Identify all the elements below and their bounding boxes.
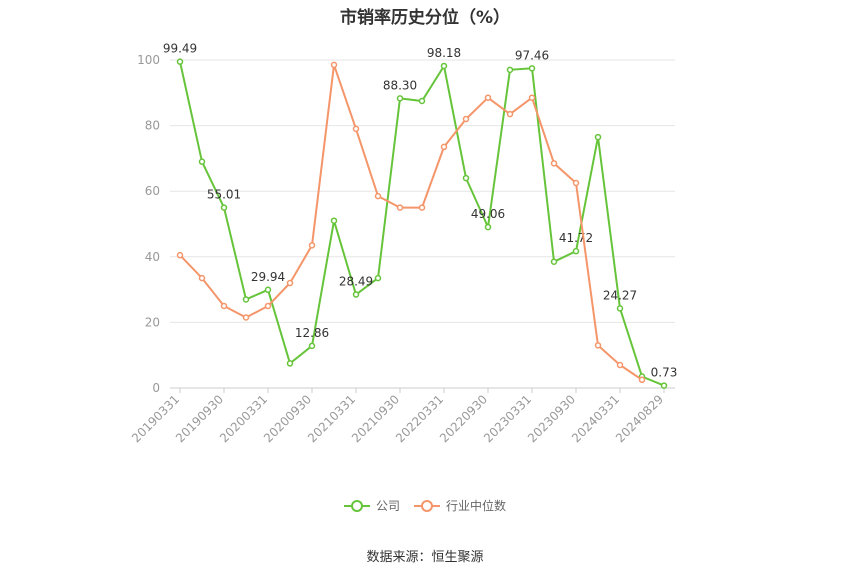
data-point-company: [308, 342, 316, 350]
data-point-company: [550, 258, 558, 265]
data-label: 12.86: [295, 326, 329, 340]
data-point-industry: [308, 242, 316, 249]
data-point-company: [264, 286, 272, 294]
data-point-industry: [572, 179, 580, 187]
data-point-company: [242, 296, 250, 303]
data-point-company: [594, 133, 602, 141]
data-point-industry: [220, 302, 228, 310]
data-label: 29.94: [251, 270, 285, 284]
legend-swatch-industry: [414, 499, 440, 513]
data-point-company: [616, 305, 624, 312]
data-point-industry: [528, 94, 536, 101]
y-tick-label: 100: [137, 53, 160, 67]
x-tick-label: 20240829: [613, 392, 666, 445]
data-point-industry: [374, 192, 382, 200]
y-tick-label: 80: [145, 119, 160, 133]
data-point-company: [220, 204, 228, 211]
line-chart: 0204060801002019033120190930202003312020…: [129, 42, 678, 446]
data-point-industry: [286, 279, 294, 287]
data-point-industry: [440, 143, 448, 151]
chart-title: 市销率历史分位（%）: [339, 8, 511, 28]
series-line-company: [179, 61, 665, 387]
data-point-industry: [484, 94, 492, 101]
data-point-company: [352, 291, 360, 298]
data-point-company: [462, 174, 470, 182]
series-line-industry: [179, 64, 643, 381]
data-label: 41.72: [559, 231, 593, 245]
data-label: 28.49: [339, 275, 373, 289]
data-label: 24.27: [603, 288, 637, 302]
data-point-industry: [418, 204, 426, 211]
legend: 公司 行业中位数: [0, 497, 850, 514]
data-point-industry: [594, 342, 602, 349]
data-point-company: [484, 223, 492, 231]
legend-item-company[interactable]: 公司: [343, 497, 400, 514]
data-label: 99.49: [163, 42, 197, 56]
data-point-industry: [506, 110, 514, 118]
y-tick-label: 20: [145, 315, 160, 329]
y-tick-label: 0: [152, 381, 160, 395]
legend-item-industry[interactable]: 行业中位数: [414, 497, 506, 514]
data-point-industry: [638, 376, 646, 384]
data-point-company: [440, 62, 448, 70]
data-point-company: [572, 247, 580, 255]
legend-swatch-company: [343, 499, 370, 513]
data-point-industry: [264, 302, 272, 310]
data-point-company: [286, 360, 294, 367]
data-label: 97.46: [515, 48, 549, 62]
data-point-industry: [616, 361, 624, 369]
data-point-company: [330, 217, 338, 224]
y-tick-label: 60: [145, 184, 160, 198]
data-point-industry: [242, 314, 250, 321]
data-label: 55.01: [207, 188, 241, 202]
data-point-company: [506, 66, 514, 74]
data-point-industry: [550, 160, 558, 167]
data-point-industry: [462, 115, 470, 123]
data-label: 0.73: [651, 366, 678, 380]
data-point-company: [418, 97, 426, 105]
data-label: 49.06: [471, 207, 505, 221]
data-source: 数据来源：恒生聚源: [366, 550, 484, 565]
data-label: 98.18: [427, 46, 461, 60]
data-point-company: [176, 58, 184, 65]
data-point-industry: [352, 125, 360, 133]
data-point-company: [396, 95, 404, 102]
data-label: 88.30: [383, 78, 417, 92]
y-tick-label: 40: [145, 250, 160, 264]
data-point-industry: [176, 251, 184, 259]
legend-label-company: 公司: [375, 499, 400, 513]
data-point-industry: [396, 204, 404, 211]
data-point-industry: [330, 61, 338, 69]
data-point-company: [660, 382, 668, 389]
data-point-company: [374, 274, 382, 282]
data-point-industry: [198, 274, 206, 282]
legend-label-industry: 行业中位数: [446, 499, 507, 513]
data-point-company: [198, 158, 206, 165]
data-point-company: [528, 65, 536, 72]
